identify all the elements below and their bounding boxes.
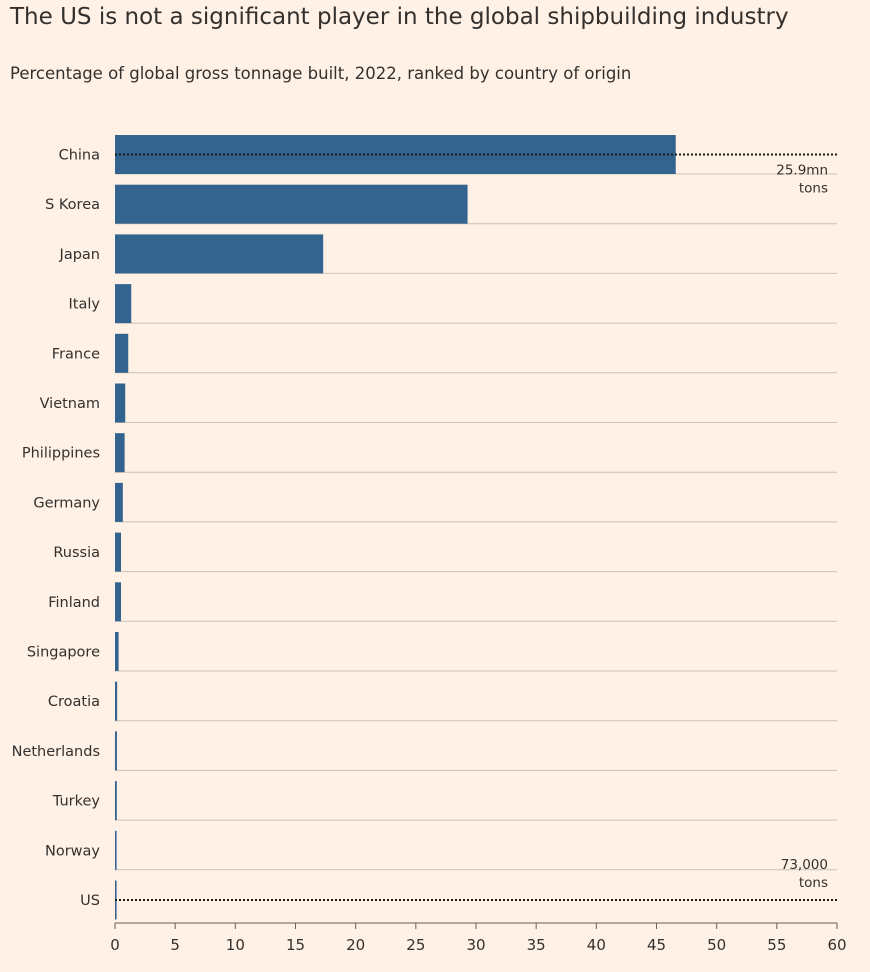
bar-italy bbox=[115, 284, 132, 324]
bar-netherlands bbox=[115, 731, 117, 771]
x-tick-label: 55 bbox=[767, 936, 786, 954]
category-label: Vietnam bbox=[40, 396, 100, 412]
category-label: Norway bbox=[45, 843, 100, 859]
category-label: Finland bbox=[48, 595, 100, 611]
category-label: Netherlands bbox=[12, 744, 100, 760]
x-tick-label: 45 bbox=[647, 936, 666, 954]
x-tick-label: 60 bbox=[827, 936, 846, 954]
category-label: Germany bbox=[33, 495, 100, 511]
chart-title: The US is not a significant player in th… bbox=[10, 4, 789, 30]
category-label: Singapore bbox=[27, 645, 100, 661]
x-tick-label: 5 bbox=[170, 936, 180, 954]
x-axis: 0 5 10 15 20 25 30 35 40 45 50 55 60 bbox=[110, 922, 847, 954]
reference-lines bbox=[115, 153, 837, 901]
category-label: Japan bbox=[59, 247, 100, 263]
category-label: S Korea bbox=[45, 197, 100, 213]
x-tick-label: 0 bbox=[110, 936, 120, 954]
category-label: France bbox=[52, 346, 100, 362]
x-tick-label: 35 bbox=[527, 936, 546, 954]
x-tick-label: 25 bbox=[406, 936, 425, 954]
bar-finland bbox=[115, 582, 122, 622]
annotation-text: 25.9mn bbox=[776, 163, 828, 179]
category-label: Italy bbox=[69, 297, 101, 313]
bar-germany bbox=[115, 482, 123, 522]
bar-norway bbox=[115, 830, 117, 870]
category-label: Croatia bbox=[48, 694, 100, 710]
bar-turkey bbox=[115, 781, 117, 821]
bar-russia bbox=[115, 532, 122, 572]
bar-s-korea bbox=[115, 184, 468, 224]
bar-japan bbox=[115, 234, 324, 274]
bar-singapore bbox=[115, 632, 119, 671]
bars bbox=[115, 135, 676, 920]
bar-philippines bbox=[115, 433, 125, 473]
category-labels: China S Korea Japan Italy France Vietnam Phili… bbox=[12, 148, 101, 910]
x-tick-label: 10 bbox=[226, 936, 245, 954]
chart-subtitle: Percentage of global gross tonnage built… bbox=[10, 64, 632, 83]
annotation-text: tons bbox=[799, 875, 828, 891]
category-label: Russia bbox=[53, 545, 100, 561]
x-tick-label: 20 bbox=[346, 936, 365, 954]
x-tick-label: 15 bbox=[286, 936, 305, 954]
annotation-text: 73,000 bbox=[781, 857, 828, 873]
annotation-text: tons bbox=[799, 181, 828, 197]
x-tick-label: 50 bbox=[707, 936, 726, 954]
annotations: 25.9mn tons 73,000 tons bbox=[776, 163, 828, 892]
bar-croatia bbox=[115, 681, 118, 721]
category-label: China bbox=[59, 148, 100, 164]
bar-vietnam bbox=[115, 383, 126, 423]
x-tick-label: 30 bbox=[466, 936, 485, 954]
category-label: US bbox=[80, 893, 100, 909]
category-label: Philippines bbox=[22, 446, 100, 462]
bar-france bbox=[115, 333, 129, 373]
x-tick-label: 40 bbox=[587, 936, 606, 954]
category-label: Turkey bbox=[52, 794, 101, 810]
gridlines bbox=[115, 173, 837, 871]
